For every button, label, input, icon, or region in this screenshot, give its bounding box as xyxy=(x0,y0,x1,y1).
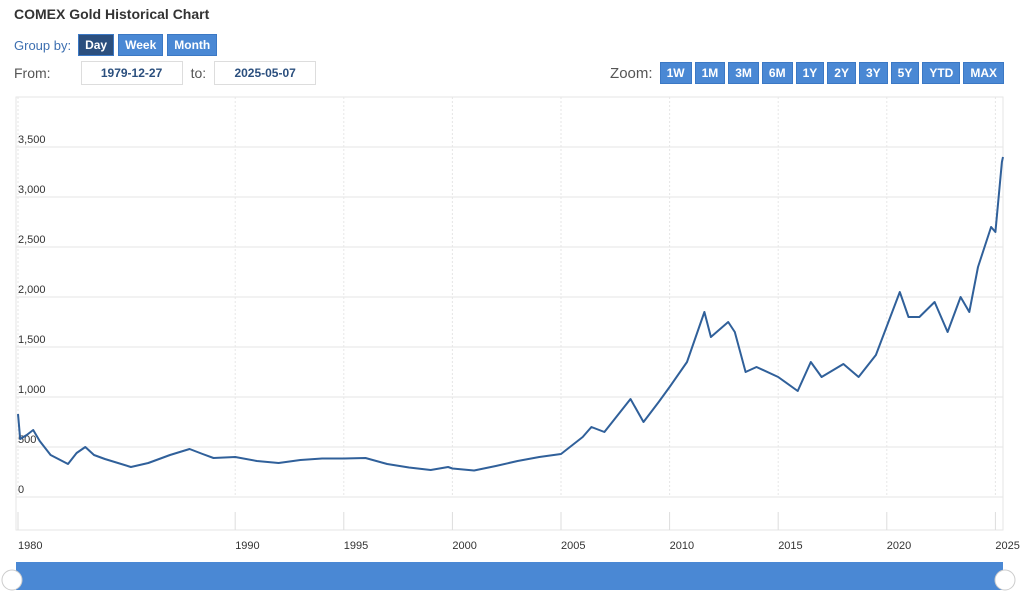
x-tick-label: 1995 xyxy=(344,540,368,552)
zoom-button[interactable]: MAX xyxy=(963,62,1004,84)
y-tick-label: 2,500 xyxy=(18,234,46,246)
x-tick-label: 1980 xyxy=(18,540,42,552)
group-button[interactable]: Day xyxy=(78,34,115,56)
zoom-button[interactable]: 5Y xyxy=(890,62,920,84)
group-button[interactable]: Week xyxy=(118,34,164,56)
zoom-button[interactable]: 1W xyxy=(659,62,692,84)
from-label: From: xyxy=(14,65,51,81)
zoom-button[interactable]: 2Y xyxy=(827,62,856,84)
zoom-button[interactable]: 1Y xyxy=(795,62,825,84)
chart-title: COMEX Gold Historical Chart xyxy=(14,6,210,22)
group-by: Group by: Day Week Month xyxy=(14,34,218,56)
navigator xyxy=(16,562,1003,590)
price-line xyxy=(17,156,1004,472)
zoom-button[interactable]: 3Y xyxy=(858,62,888,84)
x-tick-label: 2010 xyxy=(670,540,694,552)
x-tick-label: 2025 xyxy=(995,540,1019,552)
y-tick-label: 1,000 xyxy=(18,384,46,396)
y-tick-label: 3,500 xyxy=(18,134,46,146)
date-range: From: 1979-12-27 to: 2025-05-07 xyxy=(14,61,317,85)
zoom-button[interactable]: YTD xyxy=(922,62,961,84)
zoom: Zoom: 1W 1M 3M 6M 1Y 2Y 3Y 5Y YTD MAX xyxy=(610,62,1004,84)
y-tick-label: 3,000 xyxy=(18,184,46,196)
to-label: to: xyxy=(190,65,207,81)
zoom-button[interactable]: 1M xyxy=(694,62,726,84)
x-tick-label: 2015 xyxy=(778,540,802,552)
x-tick-label: 2005 xyxy=(561,540,585,552)
navigator-handle[interactable] xyxy=(994,569,1016,591)
group-button[interactable]: Month xyxy=(167,34,218,56)
group-label: Group by: xyxy=(14,37,72,53)
from-input[interactable]: 1979-12-27 xyxy=(80,61,183,85)
navigator-handle[interactable] xyxy=(1,569,23,591)
x-tick-label: 2020 xyxy=(887,540,911,552)
y-tick-label: 0 xyxy=(18,484,24,496)
x-tick-label: 1990 xyxy=(235,540,259,552)
plot-border xyxy=(15,96,1004,531)
y-tick-label: 1,500 xyxy=(18,334,46,346)
zoom-button[interactable]: 6M xyxy=(761,62,793,84)
y-tick-label: 2,000 xyxy=(18,284,46,296)
zoom-label: Zoom: xyxy=(610,64,653,82)
x-tick-label: 2000 xyxy=(452,540,476,552)
to-input[interactable]: 2025-05-07 xyxy=(214,61,317,85)
zoom-button[interactable]: 3M xyxy=(728,62,759,84)
